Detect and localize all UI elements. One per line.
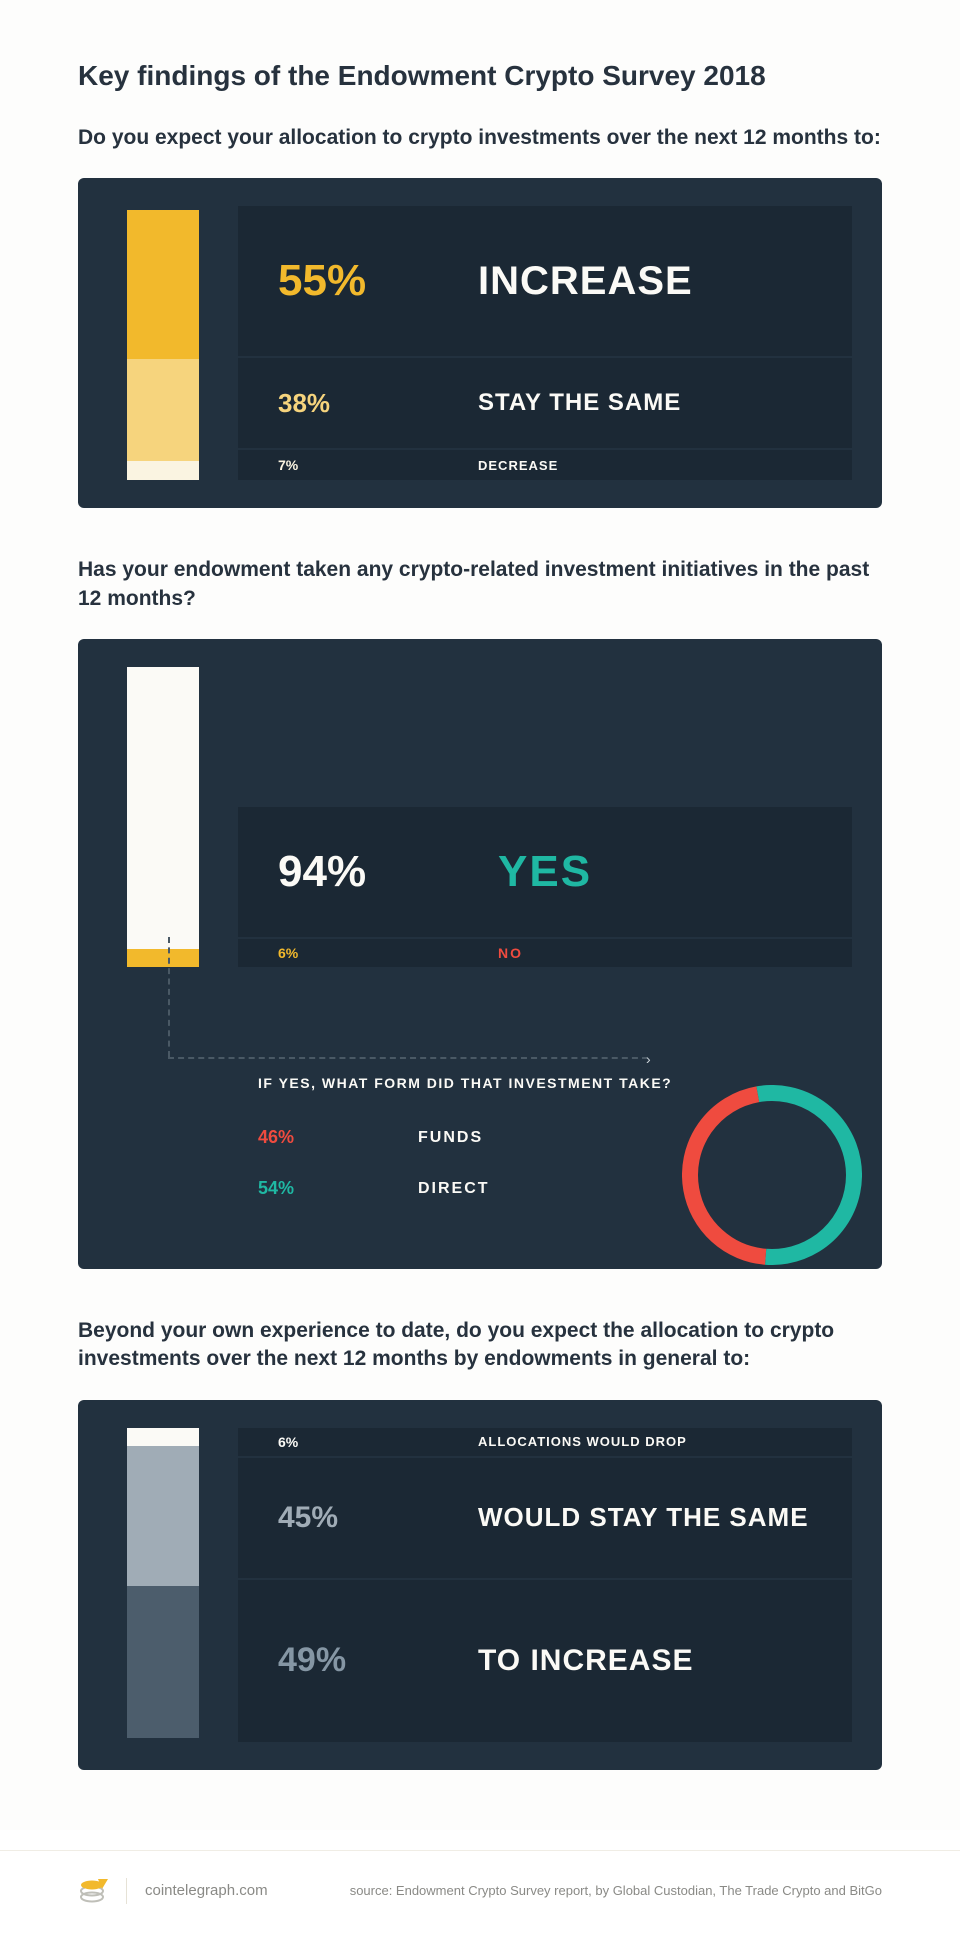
q1-rows: 55%INCREASE38%STAY THE SAME7%DECREASE <box>238 206 852 480</box>
q1-stacked-bar <box>108 206 218 480</box>
q2-sub-question: IF YES, WHAT FORM DID THAT INVESTMENT TA… <box>258 1075 852 1199</box>
question-3: Beyond your own experience to date, do y… <box>78 1317 882 1374</box>
result-percent: 38% <box>278 388 478 419</box>
result-label: WOULD STAY THE SAME <box>478 1502 809 1533</box>
result-label: STAY THE SAME <box>478 389 681 417</box>
result-percent: 6% <box>278 945 498 961</box>
bar-segment <box>127 667 199 949</box>
result-row: 94%YES <box>238 807 852 937</box>
main-title: Key findings of the Endowment Crypto Sur… <box>78 60 882 92</box>
sub-result-label: FUNDS <box>418 1129 483 1147</box>
result-percent: 94% <box>278 847 498 897</box>
result-row: 7%DECREASE <box>238 450 852 480</box>
sub-result-label: DIRECT <box>418 1180 490 1198</box>
chevron-right-icon: › <box>646 1051 651 1067</box>
result-percent: 49% <box>278 1641 478 1680</box>
q2-connector: › <box>168 967 852 1057</box>
result-label: ALLOCATIONS WOULD DROP <box>478 1434 687 1449</box>
sub-result-percent: 46% <box>258 1127 418 1148</box>
panel-2: 94%YES6%NO › IF YES, WHAT FORM DID THAT … <box>78 639 882 1269</box>
result-percent: 6% <box>278 1434 478 1450</box>
result-percent: 55% <box>278 256 478 306</box>
result-label: YES <box>498 847 592 897</box>
result-row: 6%NO <box>238 939 852 967</box>
footer: cointelegraph.com source: Endowment Cryp… <box>0 1850 960 1955</box>
bar-segment <box>127 1428 199 1447</box>
result-label: TO INCREASE <box>478 1644 693 1678</box>
result-percent: 7% <box>278 457 478 473</box>
bar-segment <box>127 1446 199 1586</box>
question-2: Has your endowment taken any crypto-rela… <box>78 556 882 613</box>
bar-segment <box>127 359 199 462</box>
q2-rows: 94%YES6%NO <box>238 667 852 967</box>
result-percent: 45% <box>278 1501 478 1535</box>
bar-segment <box>127 1586 199 1738</box>
brand-logo-icon <box>78 1877 108 1905</box>
result-row: 55%INCREASE <box>238 206 852 356</box>
q3-stacked-bar <box>108 1428 218 1742</box>
result-row: 45%WOULD STAY THE SAME <box>238 1458 852 1578</box>
result-label: INCREASE <box>478 259 693 304</box>
result-row: 49%TO INCREASE <box>238 1580 852 1742</box>
q3-rows: 6%ALLOCATIONS WOULD DROP45%WOULD STAY TH… <box>238 1428 852 1742</box>
q2-stacked-bar <box>108 667 218 967</box>
question-1: Do you expect your allocation to crypto … <box>78 124 882 152</box>
footer-divider <box>126 1878 127 1904</box>
panel-3: 6%ALLOCATIONS WOULD DROP45%WOULD STAY TH… <box>78 1400 882 1770</box>
source-text: source: Endowment Crypto Survey report, … <box>350 1883 882 1898</box>
result-row: 38%STAY THE SAME <box>238 358 852 448</box>
q2-donut-chart <box>682 1085 862 1265</box>
result-row: 6%ALLOCATIONS WOULD DROP <box>238 1428 852 1456</box>
bar-segment <box>127 210 199 359</box>
result-label: NO <box>498 945 523 961</box>
sub-result-percent: 54% <box>258 1178 418 1199</box>
brand-name: cointelegraph.com <box>145 1882 268 1899</box>
infographic-container: Key findings of the Endowment Crypto Sur… <box>0 0 960 1830</box>
result-label: DECREASE <box>478 458 558 473</box>
bar-segment <box>127 461 199 480</box>
panel-1: 55%INCREASE38%STAY THE SAME7%DECREASE <box>78 178 882 508</box>
bar-segment <box>127 949 199 967</box>
